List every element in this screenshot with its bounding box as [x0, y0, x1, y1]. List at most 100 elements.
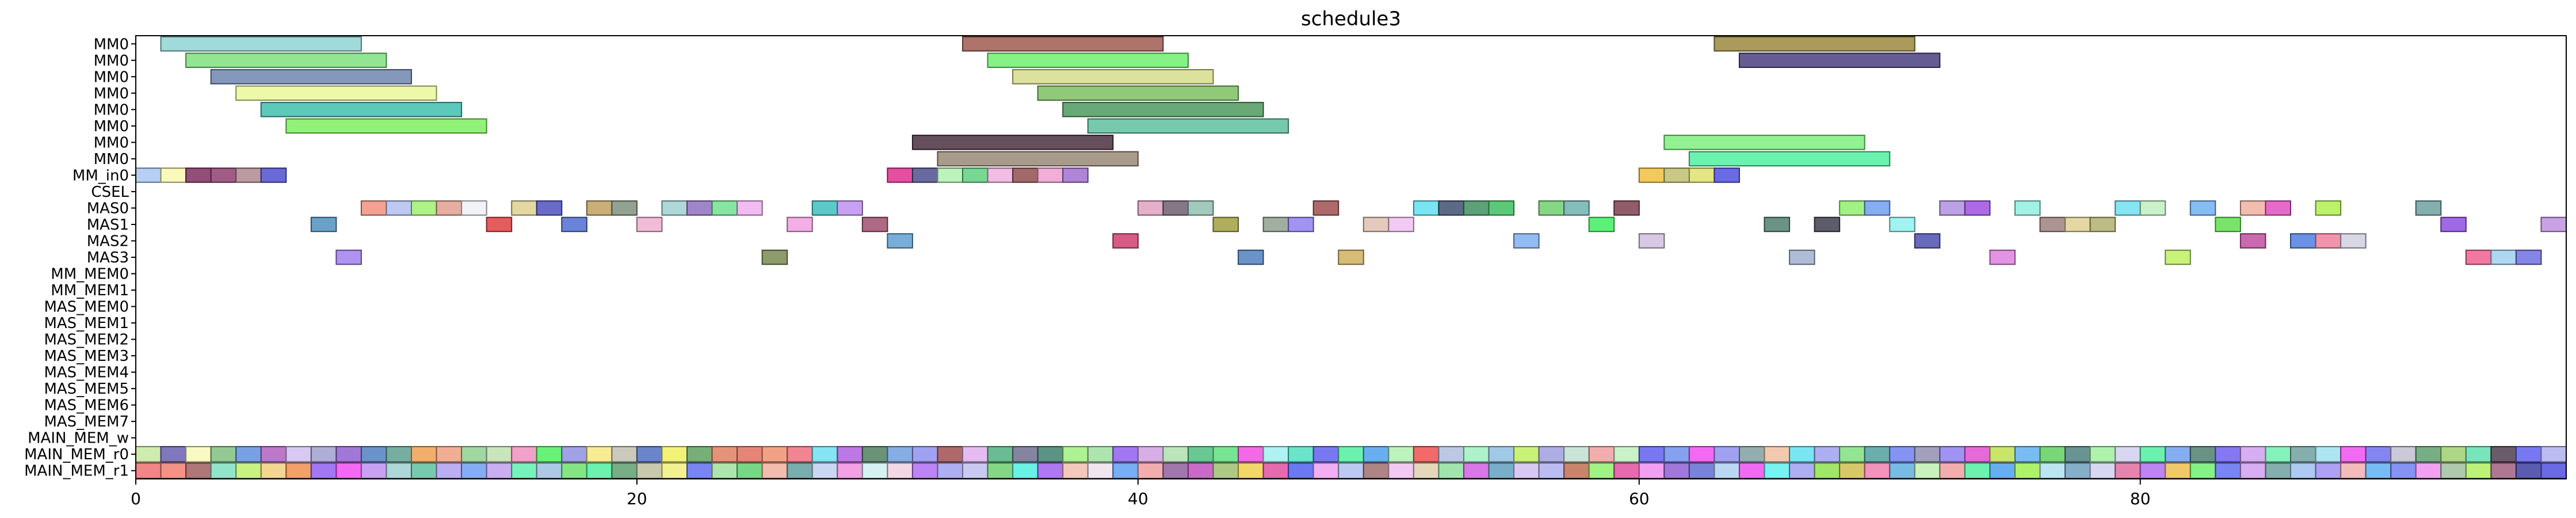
- task-bar: [185, 52, 387, 68]
- task-bar: [1238, 249, 1264, 265]
- memory-cell: [2465, 462, 2492, 479]
- memory-cell: [2115, 445, 2141, 463]
- task-bar: [2440, 216, 2467, 233]
- memory-cell: [661, 445, 688, 463]
- task-bar: [787, 216, 813, 233]
- memory-cell: [486, 445, 513, 463]
- memory-cell: [861, 445, 888, 463]
- memory-cell: [2540, 462, 2567, 479]
- memory-cell: [962, 445, 989, 463]
- memory-cell: [1964, 462, 1991, 479]
- memory-cell: [1538, 462, 1565, 479]
- memory-cell: [736, 462, 763, 479]
- task-bar: [1187, 200, 1214, 216]
- memory-cell: [2265, 445, 2291, 463]
- memory-cell: [2239, 445, 2266, 463]
- memory-cell: [2415, 462, 2442, 479]
- task-bar: [611, 200, 638, 216]
- memory-cell: [1187, 445, 1214, 463]
- memory-cell: [1288, 445, 1314, 463]
- memory-cell: [1463, 462, 1490, 479]
- memory-cell: [1438, 445, 1464, 463]
- memory-cell: [2165, 462, 2191, 479]
- memory-cell: [1814, 445, 1841, 463]
- memory-cell: [1563, 445, 1590, 463]
- x-tick-label: 40: [1128, 489, 1148, 508]
- task-bar: [1688, 167, 1715, 183]
- memory-cell: [686, 445, 713, 463]
- memory-cell: [2289, 445, 2317, 463]
- task-bar: [837, 200, 863, 216]
- task-bar: [1638, 167, 1665, 183]
- memory-cell: [1563, 462, 1590, 479]
- memory-cell: [561, 445, 587, 463]
- task-bar: [310, 216, 337, 233]
- task-bar: [1062, 167, 1089, 183]
- task-bar: [210, 69, 413, 85]
- memory-cell: [1388, 445, 1414, 463]
- task-bar: [987, 52, 1189, 68]
- memory-cell: [1989, 462, 2016, 479]
- memory-cell: [1513, 462, 1540, 479]
- memory-cell: [2440, 445, 2467, 463]
- task-bar: [1713, 36, 1915, 52]
- y-tick-label: MM0: [94, 101, 129, 119]
- task-bar: [1262, 216, 1289, 233]
- memory-cell: [2014, 445, 2041, 463]
- memory-cell: [911, 445, 938, 463]
- memory-cell: [1062, 462, 1089, 479]
- y-tick-label: MAS_MEM0: [44, 299, 129, 316]
- memory-cell: [1187, 462, 1214, 479]
- memory-cell: [1488, 445, 1515, 463]
- memory-cell: [536, 462, 563, 479]
- y-tick-label: MAS3: [87, 249, 129, 266]
- memory-cell: [937, 462, 964, 479]
- memory-cell: [1914, 445, 1941, 463]
- task-bar: [1663, 135, 1865, 150]
- memory-cell: [937, 445, 964, 463]
- y-tick-label: MM0: [94, 118, 129, 135]
- memory-cell: [411, 445, 437, 463]
- task-bar: [1864, 200, 1891, 216]
- memory-cell: [1989, 445, 2016, 463]
- task-bar: [1012, 167, 1039, 183]
- task-bar: [761, 249, 788, 265]
- task-bar: [861, 216, 888, 233]
- task-bar: [461, 200, 487, 216]
- task-bar: [1413, 200, 1440, 216]
- memory-cell: [2215, 445, 2241, 463]
- memory-cell: [185, 462, 212, 479]
- task-bar: [285, 118, 487, 134]
- task-bar: [1112, 233, 1139, 249]
- memory-cell: [1588, 462, 1615, 479]
- task-bar: [1212, 216, 1239, 233]
- task-bar: [185, 167, 212, 183]
- memory-cell: [1764, 462, 1791, 479]
- task-bar: [2239, 233, 2266, 249]
- memory-cell: [1262, 462, 1289, 479]
- memory-cell: [1312, 445, 1339, 463]
- memory-cell: [2465, 445, 2492, 463]
- task-bar: [1638, 233, 1665, 249]
- memory-cell: [1087, 445, 1114, 463]
- memory-cell: [837, 462, 863, 479]
- task-bar: [2289, 233, 2317, 249]
- task-bar: [937, 167, 964, 183]
- memory-cell: [962, 462, 989, 479]
- memory-cell: [310, 445, 337, 463]
- task-bar: [636, 216, 663, 233]
- memory-cell: [1613, 445, 1640, 463]
- memory-cell: [1413, 445, 1440, 463]
- task-bar: [1814, 216, 1841, 233]
- memory-cell: [711, 445, 738, 463]
- task-bar: [1789, 249, 1815, 265]
- task-bar: [1087, 118, 1289, 134]
- memory-cell: [2064, 462, 2091, 479]
- task-bar: [1914, 233, 1941, 249]
- memory-cell: [1789, 445, 1815, 463]
- memory-cell: [310, 462, 337, 479]
- task-bar: [811, 200, 838, 216]
- task-bar: [1012, 69, 1214, 85]
- memory-cell: [1212, 445, 1239, 463]
- task-bar: [911, 167, 938, 183]
